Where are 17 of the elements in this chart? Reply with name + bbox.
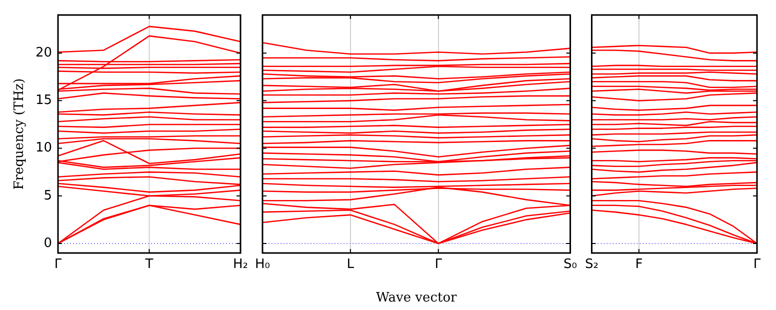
x-tick-label: F xyxy=(635,257,643,272)
x-tick-label: S₂ xyxy=(584,257,598,272)
y-axis-title: Frequency (THz) xyxy=(12,78,28,190)
x-tick-label: Γ xyxy=(753,257,762,272)
x-tick-label: H₀ xyxy=(254,257,270,272)
y-tick-label: 0 xyxy=(44,236,52,251)
x-tick-label: Γ xyxy=(434,257,443,272)
y-tick-label: 15 xyxy=(35,93,52,108)
x-tick-label: Γ xyxy=(54,257,62,272)
x-tick-label: L xyxy=(346,257,355,272)
y-tick-label: 10 xyxy=(35,140,52,156)
y-tick-label: 5 xyxy=(44,188,52,204)
x-tick-label: H₂ xyxy=(233,257,248,272)
x-tick-label: S₀ xyxy=(564,257,578,272)
x-tick-label: T xyxy=(144,257,154,272)
y-tick-label: 20 xyxy=(35,45,52,60)
x-axis-title: Wave vector xyxy=(376,290,458,306)
